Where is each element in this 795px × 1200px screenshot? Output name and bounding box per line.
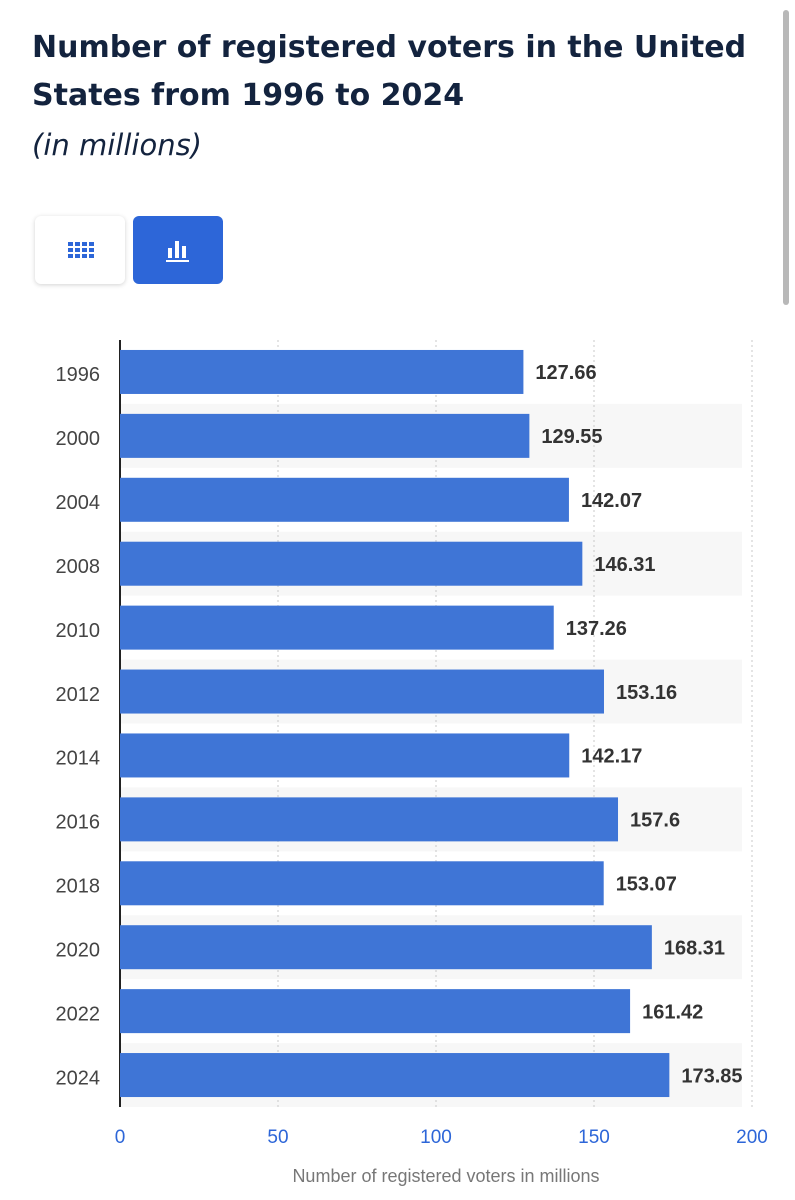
y-tick-label: 2008 — [56, 556, 101, 578]
row-background — [120, 787, 742, 852]
value-label: 157.6 — [630, 810, 680, 832]
chart-icon — [166, 241, 189, 262]
value-label: 146.31 — [594, 554, 655, 576]
x-tick-label: 50 — [267, 1127, 288, 1148]
bar — [120, 605, 554, 650]
table-view-button[interactable] — [35, 216, 125, 284]
y-tick-label: 2020 — [56, 939, 101, 961]
row-background — [120, 1043, 742, 1107]
y-tick-label: 2010 — [56, 620, 101, 642]
chart-title: Number of registered voters in the Unite… — [32, 30, 747, 113]
value-label: 142.17 — [581, 746, 642, 768]
value-label: 142.07 — [581, 490, 642, 512]
y-tick-label: 2024 — [56, 1067, 101, 1089]
x-tick-label: 150 — [578, 1127, 610, 1148]
x-tick-label: 100 — [420, 1127, 452, 1148]
row-background — [120, 659, 742, 724]
y-tick-label: 1996 — [56, 364, 101, 386]
y-tick-label: 2018 — [56, 876, 101, 898]
value-label: 153.16 — [616, 682, 677, 704]
row-background — [120, 915, 742, 980]
value-label: 168.31 — [664, 937, 725, 959]
y-tick-label: 2014 — [56, 748, 101, 770]
bar — [120, 541, 583, 586]
x-axis-label: Number of registered voters in millions — [292, 1166, 599, 1186]
y-tick-label: 2012 — [56, 684, 101, 706]
value-label: 161.42 — [642, 1001, 703, 1023]
bar — [120, 349, 524, 394]
row-background — [120, 403, 742, 468]
value-label: 127.66 — [535, 362, 596, 384]
y-tick-label: 2000 — [56, 428, 101, 450]
value-label: 153.07 — [616, 874, 677, 896]
value-label: 137.26 — [566, 618, 627, 640]
value-label: 129.55 — [541, 426, 602, 448]
value-label: 173.85 — [681, 1065, 742, 1087]
bar — [120, 1053, 670, 1098]
x-tick-label: 200 — [736, 1127, 768, 1148]
x-tick-label: 0 — [115, 1127, 126, 1148]
y-tick-label: 2004 — [56, 492, 101, 514]
y-tick-label: 2022 — [56, 1003, 101, 1025]
bar — [120, 413, 530, 458]
bar — [120, 861, 604, 906]
table-icon — [68, 242, 94, 258]
bar — [120, 925, 652, 970]
bar — [120, 733, 570, 778]
bar — [120, 989, 631, 1034]
y-tick-label: 2016 — [56, 812, 101, 834]
bar — [120, 477, 569, 522]
bar — [120, 797, 619, 842]
row-background — [120, 531, 742, 596]
chart-subtitle: (in millions) — [32, 128, 202, 162]
bar — [120, 669, 604, 714]
chart-view-button[interactable] — [133, 216, 223, 284]
scrollbar[interactable] — [783, 10, 789, 305]
